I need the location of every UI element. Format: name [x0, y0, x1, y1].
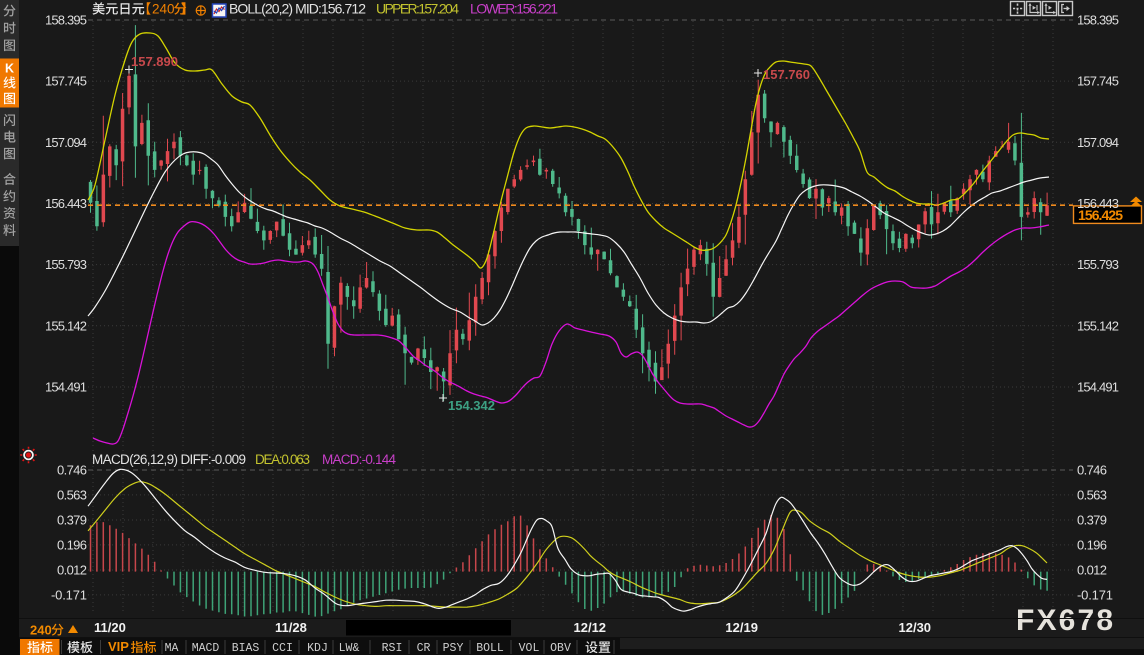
svg-text:157.094: 157.094 — [45, 135, 87, 150]
svg-text:BOLL: BOLL — [476, 642, 504, 655]
svg-text:157.760: 157.760 — [763, 67, 810, 82]
svg-text:BOLL(20,2) MID:156.712: BOLL(20,2) MID:156.712 — [229, 1, 366, 17]
svg-text:0.196: 0.196 — [57, 537, 87, 552]
svg-text:158.395: 158.395 — [1077, 13, 1119, 28]
svg-text:157.745: 157.745 — [1077, 74, 1119, 89]
svg-text:0.563: 0.563 — [1077, 487, 1107, 502]
svg-text:0.196: 0.196 — [1077, 537, 1107, 552]
svg-text:CCI: CCI — [272, 642, 293, 655]
svg-text:0.563: 0.563 — [57, 487, 87, 502]
svg-text:OBV: OBV — [550, 642, 571, 655]
svg-text:VIP: VIP — [108, 639, 129, 654]
svg-text:-0.171: -0.171 — [51, 587, 87, 602]
svg-text:FX678: FX678 — [1016, 604, 1113, 637]
svg-text:MA: MA — [165, 642, 179, 655]
svg-text:LOWER:156.221: LOWER:156.221 — [470, 1, 558, 17]
svg-text:MACD:-0.144: MACD:-0.144 — [322, 452, 396, 467]
svg-text:VOL: VOL — [519, 642, 540, 655]
svg-text:155.142: 155.142 — [45, 318, 87, 333]
svg-text:-0.171: -0.171 — [1077, 587, 1113, 602]
svg-text:0.012: 0.012 — [57, 563, 87, 578]
svg-text:BIAS: BIAS — [232, 642, 260, 655]
svg-text:154.491: 154.491 — [45, 380, 87, 395]
svg-text:155.142: 155.142 — [1077, 318, 1119, 333]
svg-text:240: 240 — [30, 623, 52, 638]
svg-text:11/20: 11/20 — [94, 620, 126, 635]
svg-text:K: K — [5, 62, 14, 76]
svg-text:KDJ: KDJ — [307, 642, 328, 655]
svg-text:156.443: 156.443 — [45, 196, 87, 211]
svg-text:155.793: 155.793 — [1077, 257, 1119, 272]
svg-text:157.094: 157.094 — [1077, 135, 1119, 150]
svg-text:0.746: 0.746 — [57, 463, 87, 478]
svg-text:0.379: 0.379 — [57, 513, 87, 528]
svg-text:MACD(26,12,9) DIFF:-0.009: MACD(26,12,9) DIFF:-0.009 — [92, 452, 246, 467]
svg-text:240: 240 — [152, 2, 175, 17]
svg-text:0.379: 0.379 — [1077, 513, 1107, 528]
svg-text:12/30: 12/30 — [899, 620, 932, 635]
svg-text:DEA:0.063: DEA:0.063 — [255, 452, 310, 467]
svg-text:12/19: 12/19 — [725, 620, 758, 635]
svg-text:11/28: 11/28 — [275, 620, 307, 635]
svg-text:157.890: 157.890 — [131, 54, 178, 69]
svg-text:0.746: 0.746 — [1077, 463, 1107, 478]
svg-text:UPPER:157.204: UPPER:157.204 — [376, 1, 459, 17]
svg-text:12/12: 12/12 — [574, 620, 607, 635]
svg-text:MACD: MACD — [192, 642, 220, 655]
svg-text:156.443: 156.443 — [1077, 196, 1119, 211]
svg-text:155.793: 155.793 — [45, 257, 87, 272]
svg-text:RSI: RSI — [382, 642, 403, 655]
svg-text:154.491: 154.491 — [1077, 380, 1119, 395]
svg-text:LW&: LW& — [339, 642, 360, 655]
svg-text:PSY: PSY — [443, 642, 464, 655]
svg-text:0.012: 0.012 — [1077, 563, 1107, 578]
svg-text:CR: CR — [417, 642, 431, 655]
svg-text:157.745: 157.745 — [45, 74, 87, 89]
svg-text:154.342: 154.342 — [448, 398, 495, 413]
svg-text:158.395: 158.395 — [45, 13, 87, 28]
svg-text:156.425: 156.425 — [1078, 207, 1123, 223]
